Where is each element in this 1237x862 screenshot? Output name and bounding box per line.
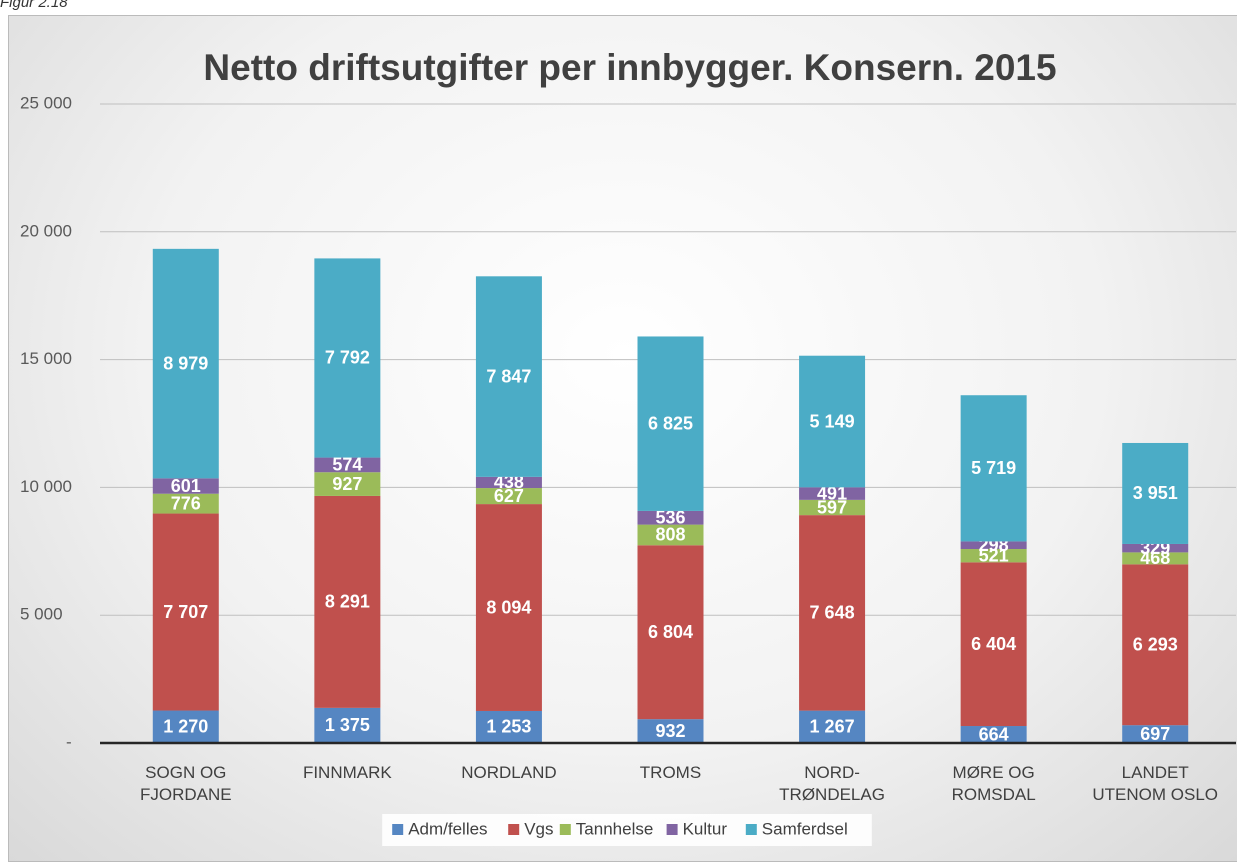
caption: Figur 2.18 [0, 0, 68, 11]
bar-segment [799, 499, 866, 516]
bar-segment [799, 487, 866, 500]
value-label: 627 [494, 486, 524, 506]
bar-segment [314, 457, 381, 473]
value-label: 927 [332, 474, 362, 494]
value-label: 1 267 [810, 717, 855, 737]
bar-segment [799, 355, 866, 488]
legend-swatch [666, 824, 678, 835]
bar-segment [475, 476, 542, 489]
x-tick-label: NORDLAND [461, 763, 557, 782]
legend-swatch [745, 824, 757, 835]
legend-box [382, 814, 872, 846]
value-label: 7 847 [486, 366, 531, 386]
chart-title: Netto driftsutgifter per innbygger. Kons… [203, 47, 1056, 88]
value-label: 7 707 [163, 602, 208, 622]
bar-segment [314, 258, 381, 458]
x-tick-label: TROMS [639, 763, 702, 782]
value-label: 574 [332, 455, 362, 475]
bar-segment [637, 336, 704, 511]
legend-label: Kultur [683, 819, 728, 838]
value-label: 491 [817, 483, 847, 503]
value-label: 776 [171, 493, 201, 513]
legend-swatch [559, 824, 571, 835]
bar-segment [960, 395, 1027, 542]
bar-segment [152, 248, 219, 479]
bar-segment [1122, 564, 1189, 726]
x-tick-label: SOGN OG FJORDANE [139, 763, 232, 804]
value-label: 7 792 [325, 348, 370, 368]
value-label: 697 [1140, 724, 1170, 744]
value-label: 5 149 [810, 411, 855, 431]
y-tick-label: 5 000 [20, 605, 63, 624]
legend-swatch [392, 824, 404, 835]
bar-segment [475, 276, 542, 477]
bar-segment [637, 510, 704, 525]
bar-segment [1122, 725, 1189, 743]
y-tick-label: 10 000 [20, 477, 72, 496]
bar-segment [637, 545, 704, 720]
value-label: 601 [171, 476, 201, 496]
bar-segment [152, 493, 219, 514]
bar-segment [960, 549, 1027, 563]
y-tick-label: 15 000 [20, 349, 72, 368]
bar-segment [152, 710, 219, 743]
value-label: 536 [655, 508, 685, 528]
value-label: 1 253 [486, 717, 531, 737]
bar-segment [960, 562, 1027, 727]
bar-segment [475, 504, 542, 711]
value-label: 8 094 [486, 597, 531, 617]
bar-segment [1122, 552, 1189, 565]
bar-segment [960, 726, 1027, 743]
bar-segment [637, 524, 704, 546]
bar-segment [960, 541, 1027, 550]
value-label: 808 [655, 525, 685, 545]
value-label: 597 [817, 497, 847, 517]
legend-label: Tannhelse [576, 819, 654, 838]
y-tick-label: - [66, 732, 72, 751]
legend-label: Samferdsel [762, 819, 848, 838]
x-tick-label: MØRE OG ROMSDAL [951, 763, 1036, 804]
y-tick-label: 25 000 [20, 93, 72, 112]
value-label: 1 270 [163, 717, 208, 737]
value-label: 8 979 [163, 353, 208, 373]
x-tick-label: NORD-TRØNDELAG [779, 763, 885, 804]
bar-segment [637, 719, 704, 743]
bar-segment [314, 707, 381, 743]
bar-segment [152, 478, 219, 494]
value-label: 6 404 [971, 634, 1016, 654]
bar-segment [1122, 442, 1189, 544]
value-label: 521 [979, 545, 1009, 565]
value-label: 438 [494, 472, 524, 492]
x-tick-label: FINNMARK [302, 763, 392, 782]
value-label: 5 719 [971, 458, 1016, 478]
value-label: 6 293 [1133, 635, 1178, 655]
legend-label: Vgs [524, 819, 553, 838]
bar-segment [1122, 543, 1189, 553]
bar-segment [475, 488, 542, 505]
bar-segment [799, 515, 866, 711]
legend-label: Adm/felles [408, 819, 487, 838]
value-label: 1 375 [325, 715, 370, 735]
value-label: 3 951 [1133, 483, 1178, 503]
value-label: 6 804 [648, 622, 693, 642]
value-label: 8 291 [325, 592, 370, 612]
bar-segment [799, 710, 866, 743]
x-tick-label: LANDET UTENOM OSLO [1092, 763, 1219, 804]
value-label: 932 [655, 721, 685, 741]
legend-swatch [508, 824, 520, 835]
bar-segment [152, 513, 219, 711]
value-label: 664 [979, 724, 1009, 744]
bar-segment [475, 710, 542, 743]
value-label: 468 [1140, 548, 1170, 568]
value-label: 6 825 [648, 413, 693, 433]
value-label: 7 648 [810, 603, 855, 623]
bar-segment [314, 472, 381, 496]
bar-segment [314, 495, 381, 708]
y-tick-label: 20 000 [20, 221, 72, 240]
